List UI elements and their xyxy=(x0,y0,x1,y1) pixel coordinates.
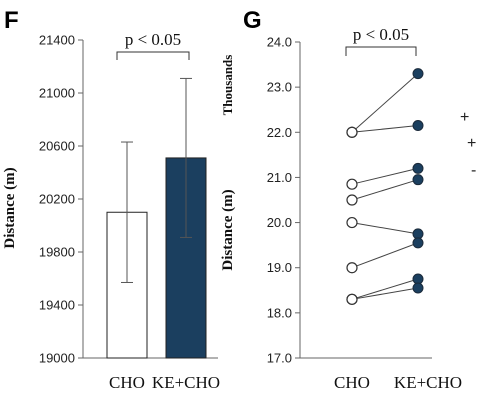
g-ke-point xyxy=(412,174,424,186)
significance-bracket-f xyxy=(116,51,190,60)
y-axis-unit-g: Thousands xyxy=(220,55,235,116)
f-y-tick-label: 19000 xyxy=(39,351,75,366)
g-cho-point xyxy=(346,216,358,229)
f-y-ticks: 19000 19400 19800 20200 20600 21000 21400 xyxy=(39,33,83,366)
g-category-labels: CHO KE+CHO xyxy=(334,373,462,392)
g-y-tick-label: 18.0 xyxy=(267,305,292,320)
f-category-labels: CHO KE+CHO xyxy=(109,373,220,392)
f-y-tick-label: 19800 xyxy=(39,245,75,260)
g-axes xyxy=(299,42,432,359)
g-y-ticks: 17.0 18.0 19.0 20.0 21.0 22.0 23.0 24.0 xyxy=(267,35,300,366)
g-pair-line xyxy=(351,125,419,133)
g-ke-point xyxy=(412,120,424,132)
y-axis-title-f: Distance (m) xyxy=(2,167,18,248)
f-y-tick-label: 21000 xyxy=(39,86,75,101)
g-y-tick-label: 21.0 xyxy=(267,170,292,185)
g-cho-point xyxy=(346,178,358,190)
g-category-label: KE+CHO xyxy=(394,373,462,392)
panel-label-f: F xyxy=(4,7,19,34)
f-y-tick-label: 19400 xyxy=(39,298,75,313)
panel-f: F Distance (m) 19000 19400 19800 20200 20600… xyxy=(2,7,220,392)
g-pair-line xyxy=(351,242,419,269)
g-cho-point xyxy=(346,126,358,138)
f-y-tick-label: 20200 xyxy=(39,192,75,207)
panel-label-g: G xyxy=(243,7,262,34)
g-ke-point xyxy=(412,273,424,285)
edge-mark-1: + xyxy=(460,109,469,126)
g-category-label: CHO xyxy=(334,373,370,392)
f-y-tick-label: 21400 xyxy=(39,33,75,48)
f-bars xyxy=(106,77,207,359)
edge-marks: + + - xyxy=(460,109,476,179)
g-ke-point xyxy=(412,68,424,80)
edge-mark-3: - xyxy=(471,162,476,179)
g-y-tick-label: 17.0 xyxy=(267,351,292,366)
g-ke-point xyxy=(412,282,424,294)
g-cho-point xyxy=(346,194,358,206)
significance-label-g: p < 0.05 xyxy=(353,25,409,44)
significance-bracket-g xyxy=(345,46,417,56)
g-y-tick-label: 20.0 xyxy=(267,215,292,230)
panel-g: G Thousands Distance (m) 17.0 18.0 19.0 20.… xyxy=(220,7,462,392)
g-cho-point xyxy=(346,293,358,305)
g-paired-lines xyxy=(346,68,424,305)
f-significance: p < 0.05 xyxy=(116,30,190,60)
g-y-tick-label: 19.0 xyxy=(267,260,292,275)
g-y-tick-label: 24.0 xyxy=(267,35,292,50)
g-ke-point xyxy=(412,237,424,249)
significance-label-f: p < 0.05 xyxy=(125,30,181,49)
f-category-label: KE+CHO xyxy=(152,373,220,392)
g-y-tick-label: 23.0 xyxy=(267,80,292,95)
g-y-tick-label: 22.0 xyxy=(267,125,292,140)
f-category-label: CHO xyxy=(109,373,145,392)
g-cho-point xyxy=(346,262,358,274)
g-ke-point xyxy=(412,162,424,174)
f-y-tick-label: 20600 xyxy=(39,139,75,154)
y-axis-title-g: Distance (m) xyxy=(220,189,236,270)
g-pair-line xyxy=(351,278,419,300)
g-significance: p < 0.05 xyxy=(345,25,417,56)
g-pair-line xyxy=(351,287,419,300)
g-pair-line xyxy=(351,73,419,133)
g-pair-line xyxy=(351,167,419,185)
g-ke-point xyxy=(412,228,424,240)
edge-mark-2: + xyxy=(467,135,476,152)
g-pair-line xyxy=(351,179,419,201)
g-pair-line xyxy=(351,222,419,235)
